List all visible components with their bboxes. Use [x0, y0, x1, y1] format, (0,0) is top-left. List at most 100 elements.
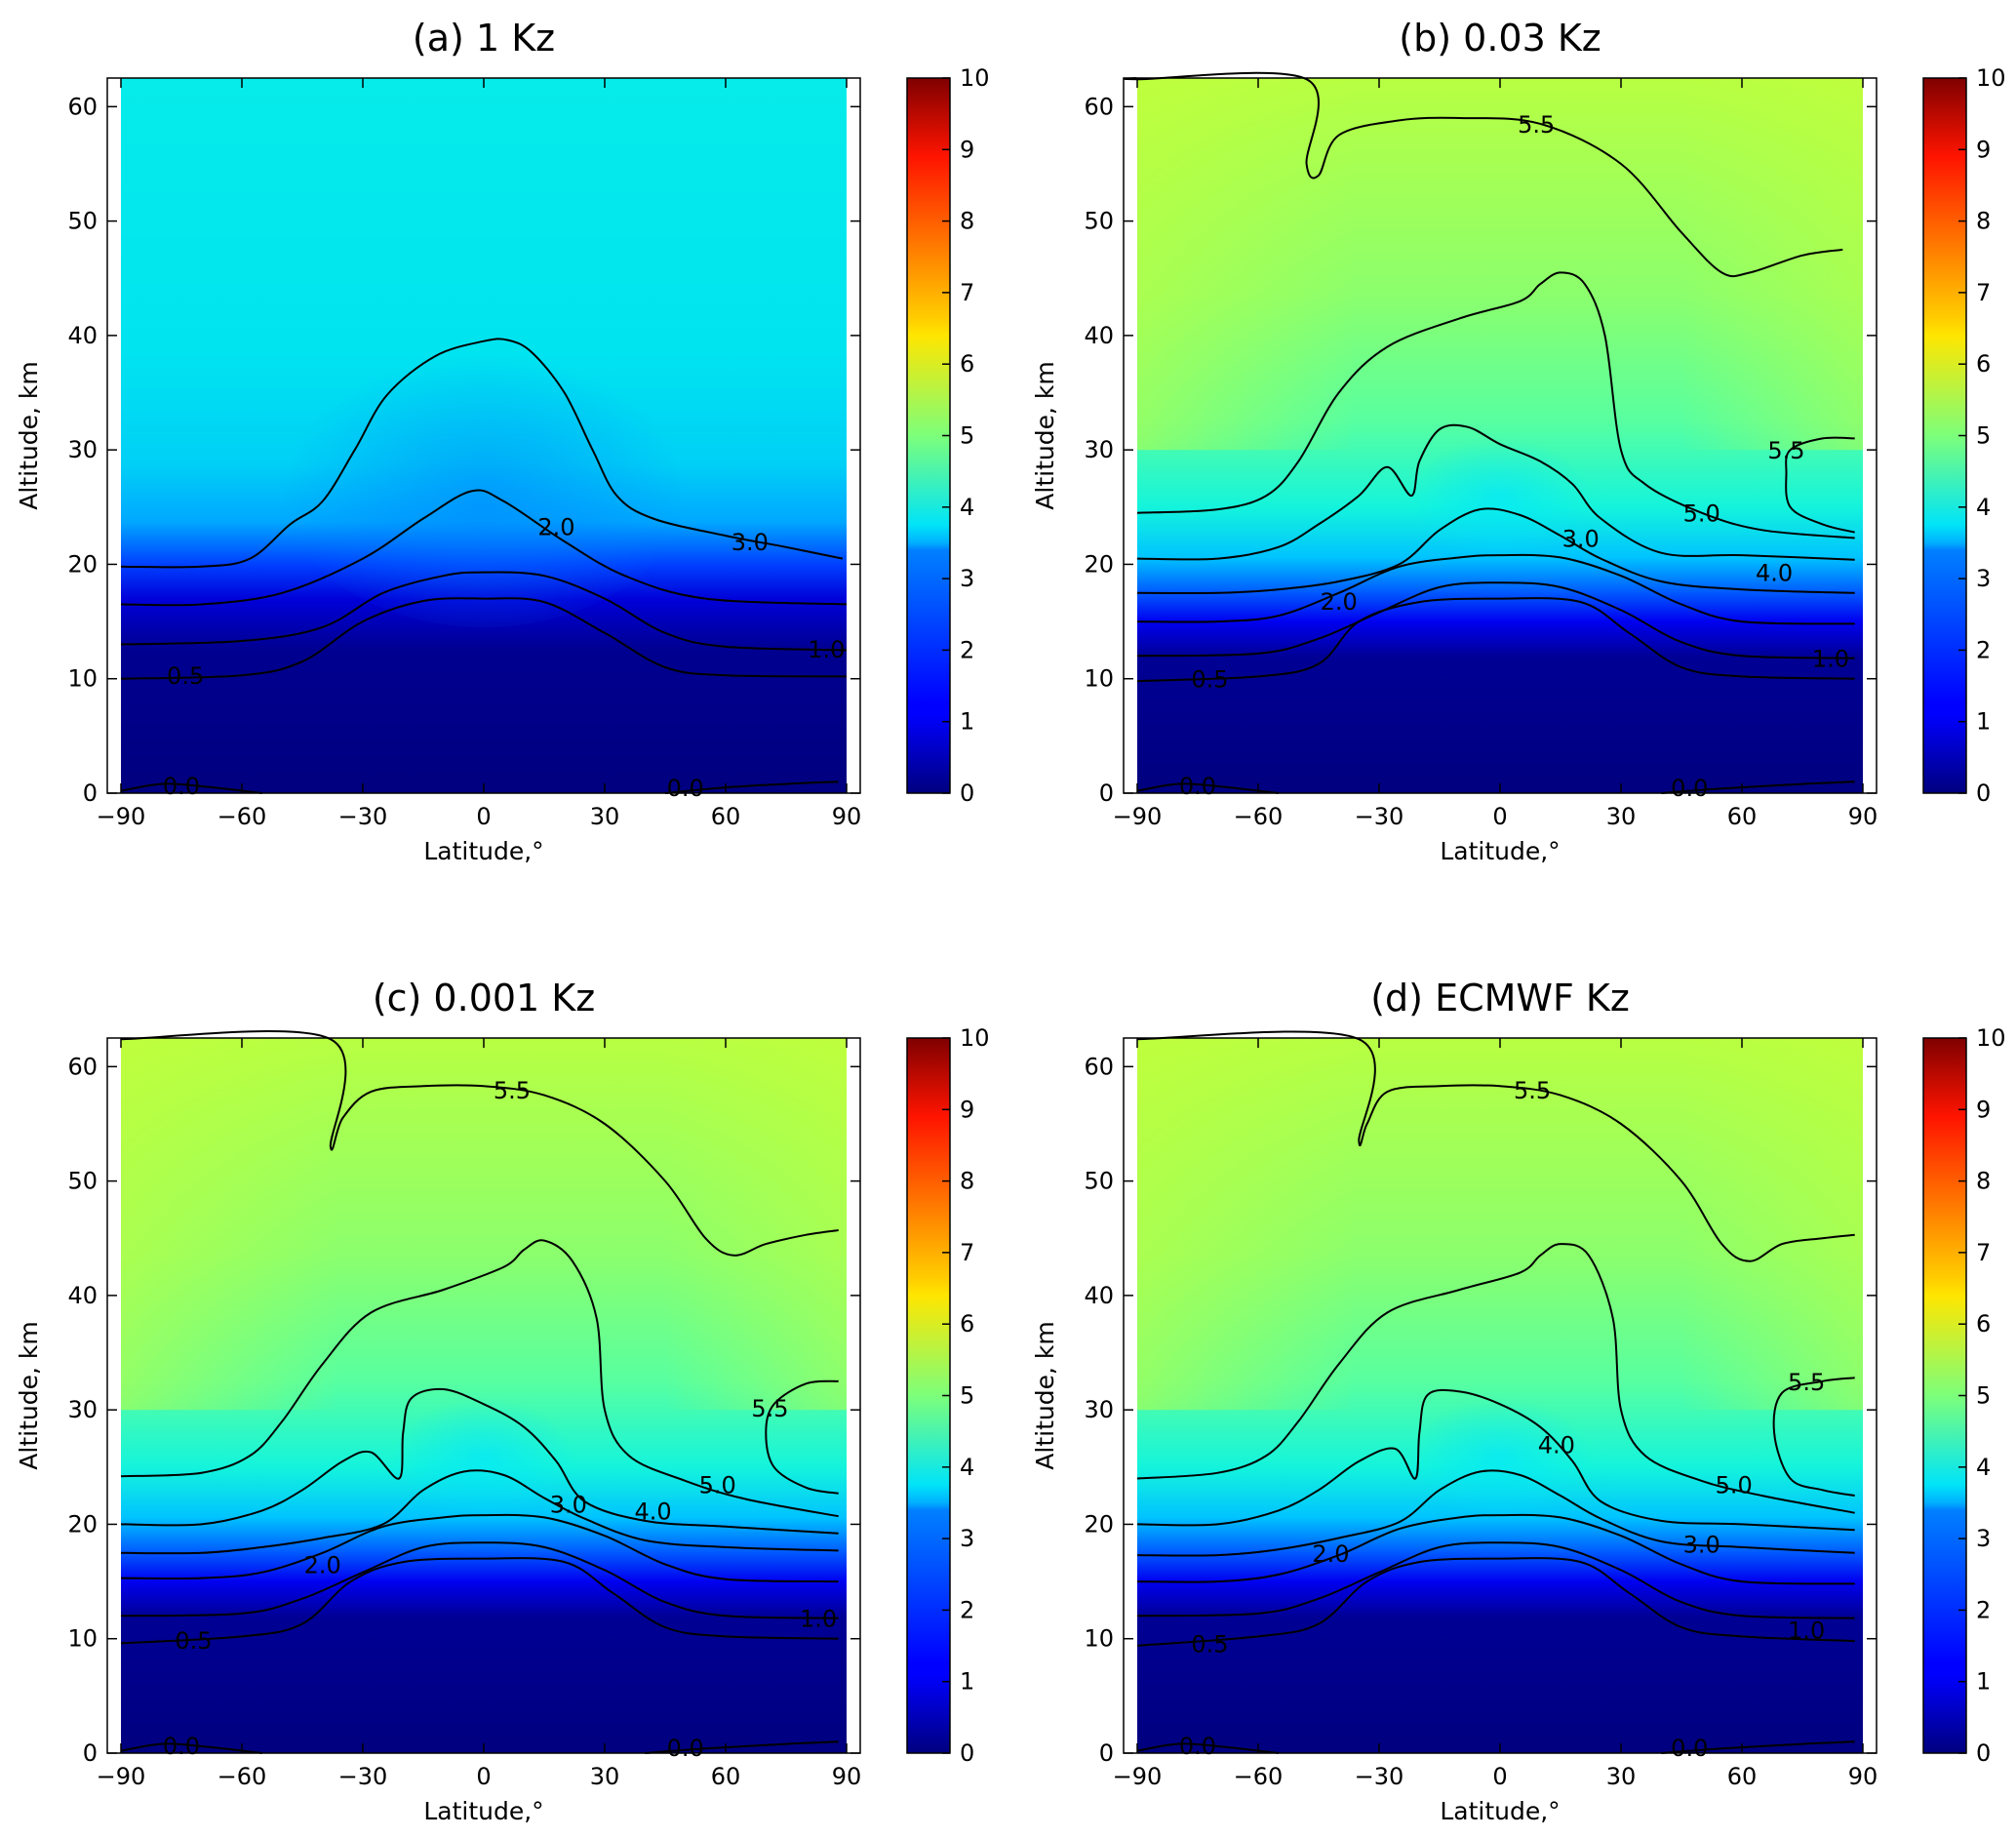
x-tick-label: 90 — [1848, 803, 1878, 830]
x-tick-label: 60 — [711, 803, 741, 830]
colorbar-tick-label: 0 — [1976, 779, 1991, 807]
x-tick-label: 60 — [1727, 803, 1758, 830]
y-tick-label: 20 — [67, 550, 98, 578]
colorbar-tick-label: 6 — [960, 350, 974, 378]
contour-label: 4.0 — [635, 1498, 672, 1525]
x-tick-label: 30 — [1606, 803, 1637, 830]
contour-line — [120, 597, 848, 680]
contour-line — [1136, 1469, 1855, 1557]
contour-line — [120, 1030, 839, 1257]
chart-title: (c) 0.001 Kz — [373, 977, 595, 1019]
contour-line — [1136, 581, 1855, 659]
x-tick-label: −30 — [338, 1763, 388, 1790]
chart-title: (d) ECMWF Kz — [1370, 977, 1630, 1019]
x-axis-label: Latitude,° — [423, 837, 543, 865]
y-tick-label: 60 — [1084, 93, 1114, 120]
colorbar-tick-label: 10 — [960, 1024, 990, 1052]
contour-label: 4.0 — [1538, 1431, 1575, 1458]
contour-line — [1136, 1541, 1855, 1619]
colorbar-tick-label: 7 — [960, 279, 974, 306]
contour-label: 2.0 — [304, 1551, 341, 1578]
x-tick-label: −90 — [97, 803, 146, 830]
contour-label: 5.5 — [494, 1077, 531, 1104]
colorbar-tick-label: 1 — [960, 1668, 974, 1696]
x-axis-label: Latitude,° — [1440, 837, 1560, 865]
contour-label: 1.0 — [808, 636, 845, 663]
contour-label: 5.5 — [751, 1395, 788, 1422]
contour-label: 0.0 — [1671, 1735, 1708, 1762]
colorbar-tick-label: 10 — [960, 64, 990, 92]
colorbar-tick-label: 7 — [1976, 279, 1991, 306]
contour-label: 1.0 — [800, 1606, 837, 1633]
x-tick-label: 30 — [590, 803, 620, 830]
contour-label: 0.5 — [1191, 1630, 1228, 1658]
colorbar-tick-label: 10 — [1976, 64, 2006, 92]
colorbar-tick-label: 6 — [960, 1310, 974, 1338]
y-axis-label: Altitude, km — [1031, 361, 1059, 509]
y-tick-label: 30 — [67, 1396, 98, 1423]
contour-line — [120, 571, 848, 652]
chart-panel: 0.0 0.0 0.5 1.0 2.0 3.0 4.0 5.0 5.5 5.5 −90 −60 −30 0… — [15, 977, 990, 1825]
contour-label: 4.0 — [1756, 560, 1793, 587]
colorbar-tick-label: 5 — [1976, 422, 1991, 450]
x-tick-label: −90 — [97, 1763, 146, 1790]
contour-label: 0.5 — [1191, 666, 1228, 694]
colorbar-tick-label: 2 — [1976, 636, 1991, 663]
contour-line — [1136, 1030, 1855, 1262]
x-axis-label: Latitude,° — [423, 1797, 543, 1825]
contour-line — [1136, 1243, 1855, 1514]
contour-line — [120, 1239, 839, 1518]
colorbar-tick-label: 3 — [1976, 1525, 1991, 1552]
contour-label: 2.0 — [1321, 588, 1358, 616]
contour-label: 3.0 — [550, 1491, 587, 1518]
colorbar-tick-label: 0 — [960, 1739, 974, 1767]
colorbar-tick-label: 2 — [960, 1596, 974, 1623]
heatmap-core — [280, 340, 688, 627]
y-tick-label: 50 — [67, 208, 98, 235]
contour-label: 5.5 — [1788, 1369, 1825, 1396]
y-axis-label: Altitude, km — [15, 1321, 43, 1469]
y-tick-label: 0 — [83, 779, 98, 807]
y-tick-label: 0 — [83, 1739, 98, 1767]
x-tick-label: 90 — [832, 1763, 862, 1790]
colorbar-tick-label: 1 — [960, 708, 974, 736]
contour-lines — [1124, 71, 1855, 794]
chart-panel: 0.0 0.00.51.02.03.0−90 −60 −30 0 30 60 90010203… — [15, 17, 990, 865]
contour-label: 0.0 — [1671, 775, 1708, 802]
x-tick-label: −60 — [1234, 1763, 1284, 1790]
contour-line — [1136, 1742, 1279, 1754]
contour-label: 3.0 — [1562, 525, 1600, 552]
y-axis-label: Altitude, km — [1031, 1321, 1059, 1469]
y-tick-label: 20 — [1084, 1510, 1114, 1538]
colorbar-tick-label: 10 — [1976, 1024, 2006, 1052]
colorbar-tick-label: 9 — [960, 136, 974, 163]
colorbar-tick-label: 8 — [960, 208, 974, 235]
contour-line — [120, 782, 262, 794]
contour-line — [1136, 271, 1855, 539]
x-tick-label: −60 — [217, 803, 267, 830]
contour-lines — [120, 1030, 839, 1754]
heatmap-sides — [1137, 78, 1863, 451]
y-tick-label: 10 — [1084, 665, 1114, 693]
x-tick-label: 0 — [476, 1763, 491, 1790]
y-tick-label: 40 — [1084, 322, 1114, 349]
contour-label: 0.5 — [167, 662, 204, 690]
y-tick-label: 30 — [1084, 436, 1114, 463]
contour-label: 1.0 — [1812, 646, 1849, 673]
contour-label: 0.5 — [175, 1627, 212, 1655]
x-tick-label: −30 — [338, 803, 388, 830]
contour-line — [120, 1513, 839, 1583]
colorbar-tick-label: 3 — [960, 1525, 974, 1552]
y-tick-label: 30 — [1084, 1396, 1114, 1423]
chart-panel: 0.0 0.0 0.5 1.0 2.0 3.0 4.0 5.0 5.5 5.5 −90 −60 −30 0… — [1031, 17, 2006, 865]
contour-line — [1136, 1388, 1855, 1532]
contour-label: 5.5 — [1514, 1077, 1551, 1104]
contour-label: 3.0 — [731, 529, 769, 556]
x-tick-label: 0 — [476, 803, 491, 830]
y-tick-label: 0 — [1099, 779, 1114, 807]
x-tick-label: −90 — [1113, 1763, 1163, 1790]
contour-line — [1136, 553, 1855, 625]
contour-line — [120, 1742, 262, 1754]
y-tick-label: 30 — [67, 436, 98, 463]
contour-label: 5.0 — [1683, 500, 1720, 528]
